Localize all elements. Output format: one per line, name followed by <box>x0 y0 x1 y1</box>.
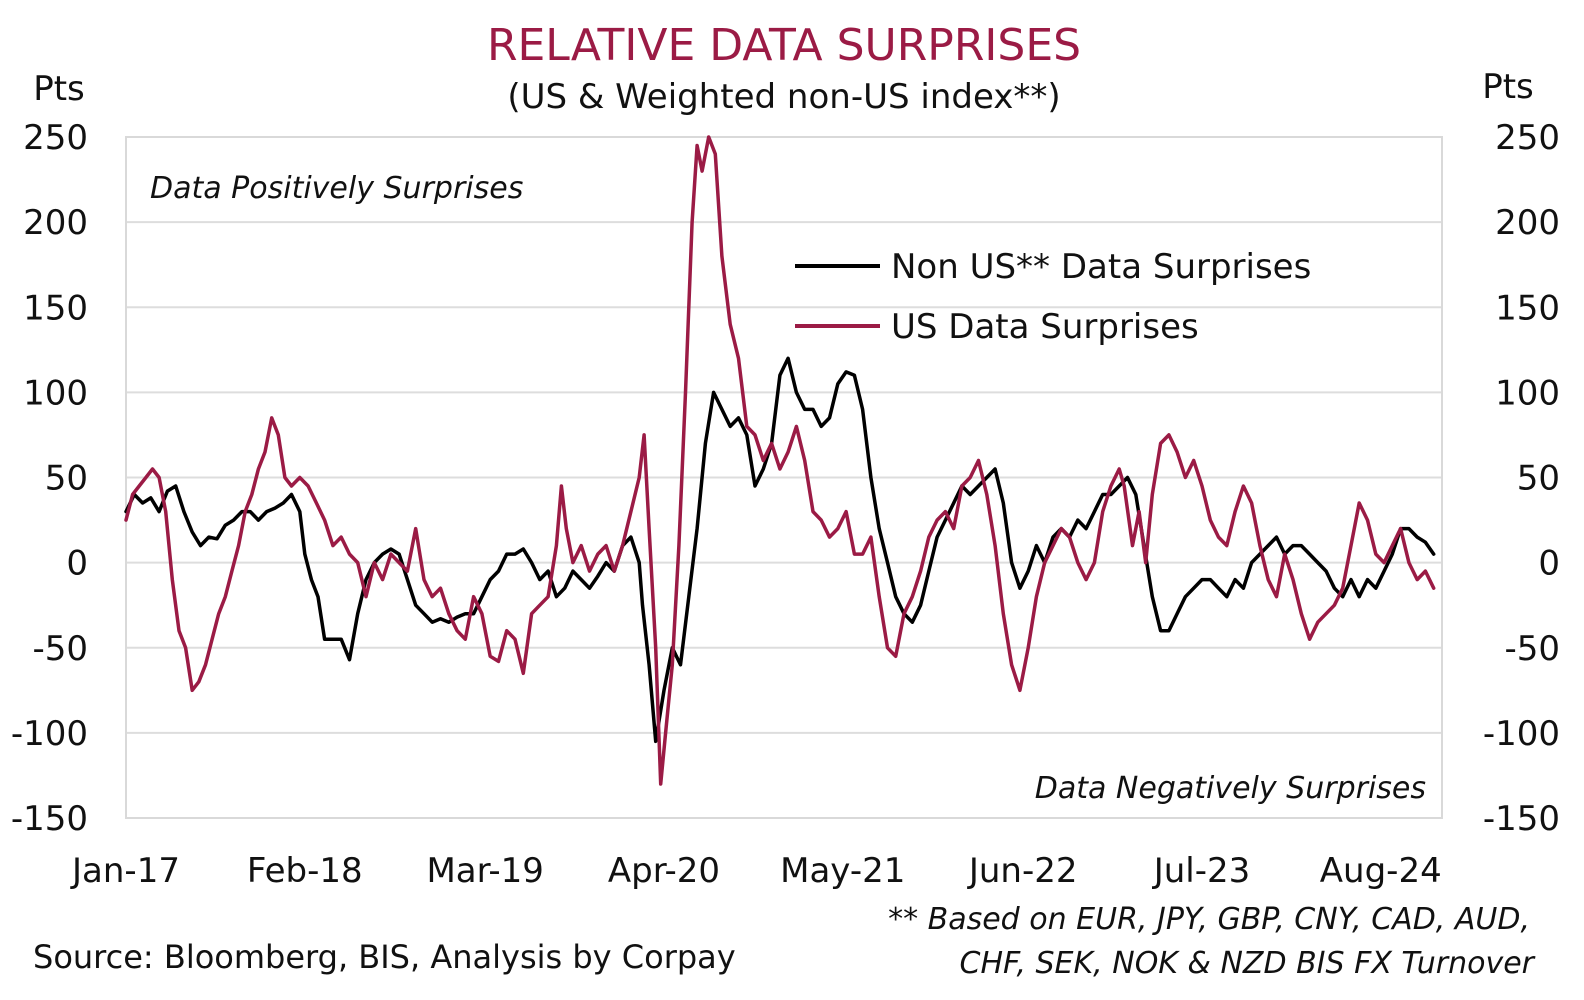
ytick-right-3: 100 <box>1495 373 1560 413</box>
legend-label-non-us: Non US** Data Surprises <box>891 247 1311 287</box>
chart-subtitle: (US & Weighted non-US index**) <box>507 77 1060 117</box>
ytick-left-0: 250 <box>23 118 88 158</box>
series-line-non-us <box>124 356 1436 744</box>
left-axis-unit: Pts <box>33 69 85 109</box>
ytick-right-7: -100 <box>1483 714 1560 754</box>
ytick-left-2: 150 <box>23 288 88 328</box>
series-line-us <box>124 135 1436 786</box>
left-y-ticks: 250 200 150 100 50 0 -50 -100 -150 <box>11 118 88 839</box>
xtick-7: Aug-24 <box>1320 851 1442 891</box>
xtick-3: Apr-20 <box>608 851 720 891</box>
annotation-positive: Data Positively Surprises <box>150 171 523 206</box>
ytick-left-3: 100 <box>23 373 88 413</box>
xtick-0: Jan-17 <box>70 851 180 891</box>
right-axis-unit: Pts <box>1482 67 1534 107</box>
right-y-ticks: 250 200 150 100 50 0 -50 -100 -150 <box>1483 118 1560 839</box>
xtick-1: Feb-18 <box>247 851 363 891</box>
ytick-right-5: 0 <box>1538 544 1560 584</box>
ytick-left-4: 50 <box>45 459 88 499</box>
ytick-left-7: -100 <box>11 714 88 754</box>
ytick-right-2: 150 <box>1495 288 1560 328</box>
ytick-right-0: 250 <box>1495 118 1560 158</box>
legend-label-us: US Data Surprises <box>891 307 1199 347</box>
xtick-4: May-21 <box>780 851 905 891</box>
chart-title: RELATIVE DATA SURPRISES <box>487 20 1081 71</box>
footnote-line-2: CHF, SEK, NOK & NZD BIS FX Turnover <box>960 946 1536 981</box>
ytick-left-8: -150 <box>11 799 88 839</box>
ytick-left-5: 0 <box>66 544 88 584</box>
plot-frame <box>125 136 1443 819</box>
annotation-negative: Data Negatively Surprises <box>1035 771 1426 806</box>
ytick-right-8: -150 <box>1483 799 1560 839</box>
footnote-line-1: ** Based on EUR, JPY, GBP, CNY, CAD, AUD… <box>888 902 1530 937</box>
gridlines <box>126 136 1442 819</box>
ytick-left-6: -50 <box>32 629 88 669</box>
legend: Non US** Data Surprises US Data Surprise… <box>795 247 1311 347</box>
ytick-right-6: -50 <box>1504 629 1560 669</box>
xtick-2: Mar-19 <box>426 851 544 891</box>
ytick-left-1: 200 <box>23 203 88 243</box>
ytick-right-1: 200 <box>1495 203 1560 243</box>
xtick-5: Jun-22 <box>967 851 1078 891</box>
ytick-right-4: 50 <box>1517 459 1560 499</box>
source-note: Source: Bloomberg, BIS, Analysis by Corp… <box>33 938 736 976</box>
xtick-6: Jul-23 <box>1152 851 1251 891</box>
series-lines <box>124 135 1436 786</box>
x-ticks: Jan-17 Feb-18 Mar-19 Apr-20 May-21 Jun-22 Jul-… <box>70 851 1442 891</box>
